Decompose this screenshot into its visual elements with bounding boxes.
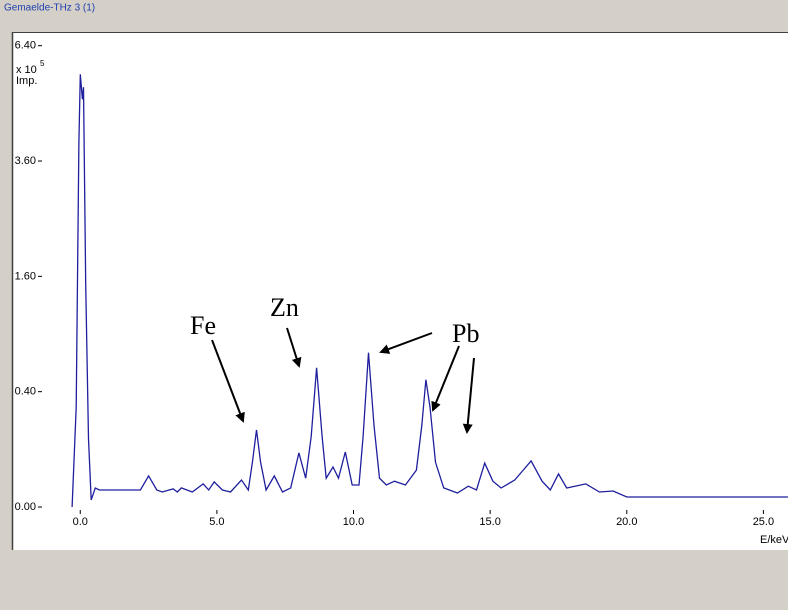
arrow: [431, 345, 460, 412]
spectrum-line: [71, 74, 788, 508]
arrow: [286, 327, 302, 368]
x-tick-label: 5.0: [209, 516, 224, 528]
arrows: [211, 327, 475, 434]
y-label: Imp.: [16, 75, 37, 87]
window-title: Gemaelde-THz 3 (1): [4, 3, 95, 14]
plot-panel: [12, 32, 788, 550]
x-tick-label: 10.0: [343, 516, 364, 528]
y-tick-label: 6.40: [15, 40, 36, 52]
y-unit: x 10: [16, 64, 37, 76]
x-tick-label: 0.0: [73, 516, 88, 528]
y-tick-label: 0.40: [15, 386, 36, 398]
annotation: Pb: [452, 319, 479, 348]
y-tick-label: 0.00: [15, 501, 36, 513]
arrow: [211, 339, 245, 423]
x-tick-label: 25.0: [753, 516, 774, 528]
y-tick-label: 1.60: [15, 270, 36, 282]
y-tick-label: 3.60: [15, 155, 36, 167]
arrow: [379, 332, 433, 354]
annotation: Fe: [190, 311, 216, 340]
annotation: Zn: [270, 293, 299, 322]
x-tick-label: 15.0: [479, 516, 500, 528]
x-label: E/keV: [760, 534, 788, 546]
y-unit-exponent: 5: [40, 59, 45, 68]
x-tick-label: 20.0: [616, 516, 637, 528]
arrow: [462, 357, 475, 434]
